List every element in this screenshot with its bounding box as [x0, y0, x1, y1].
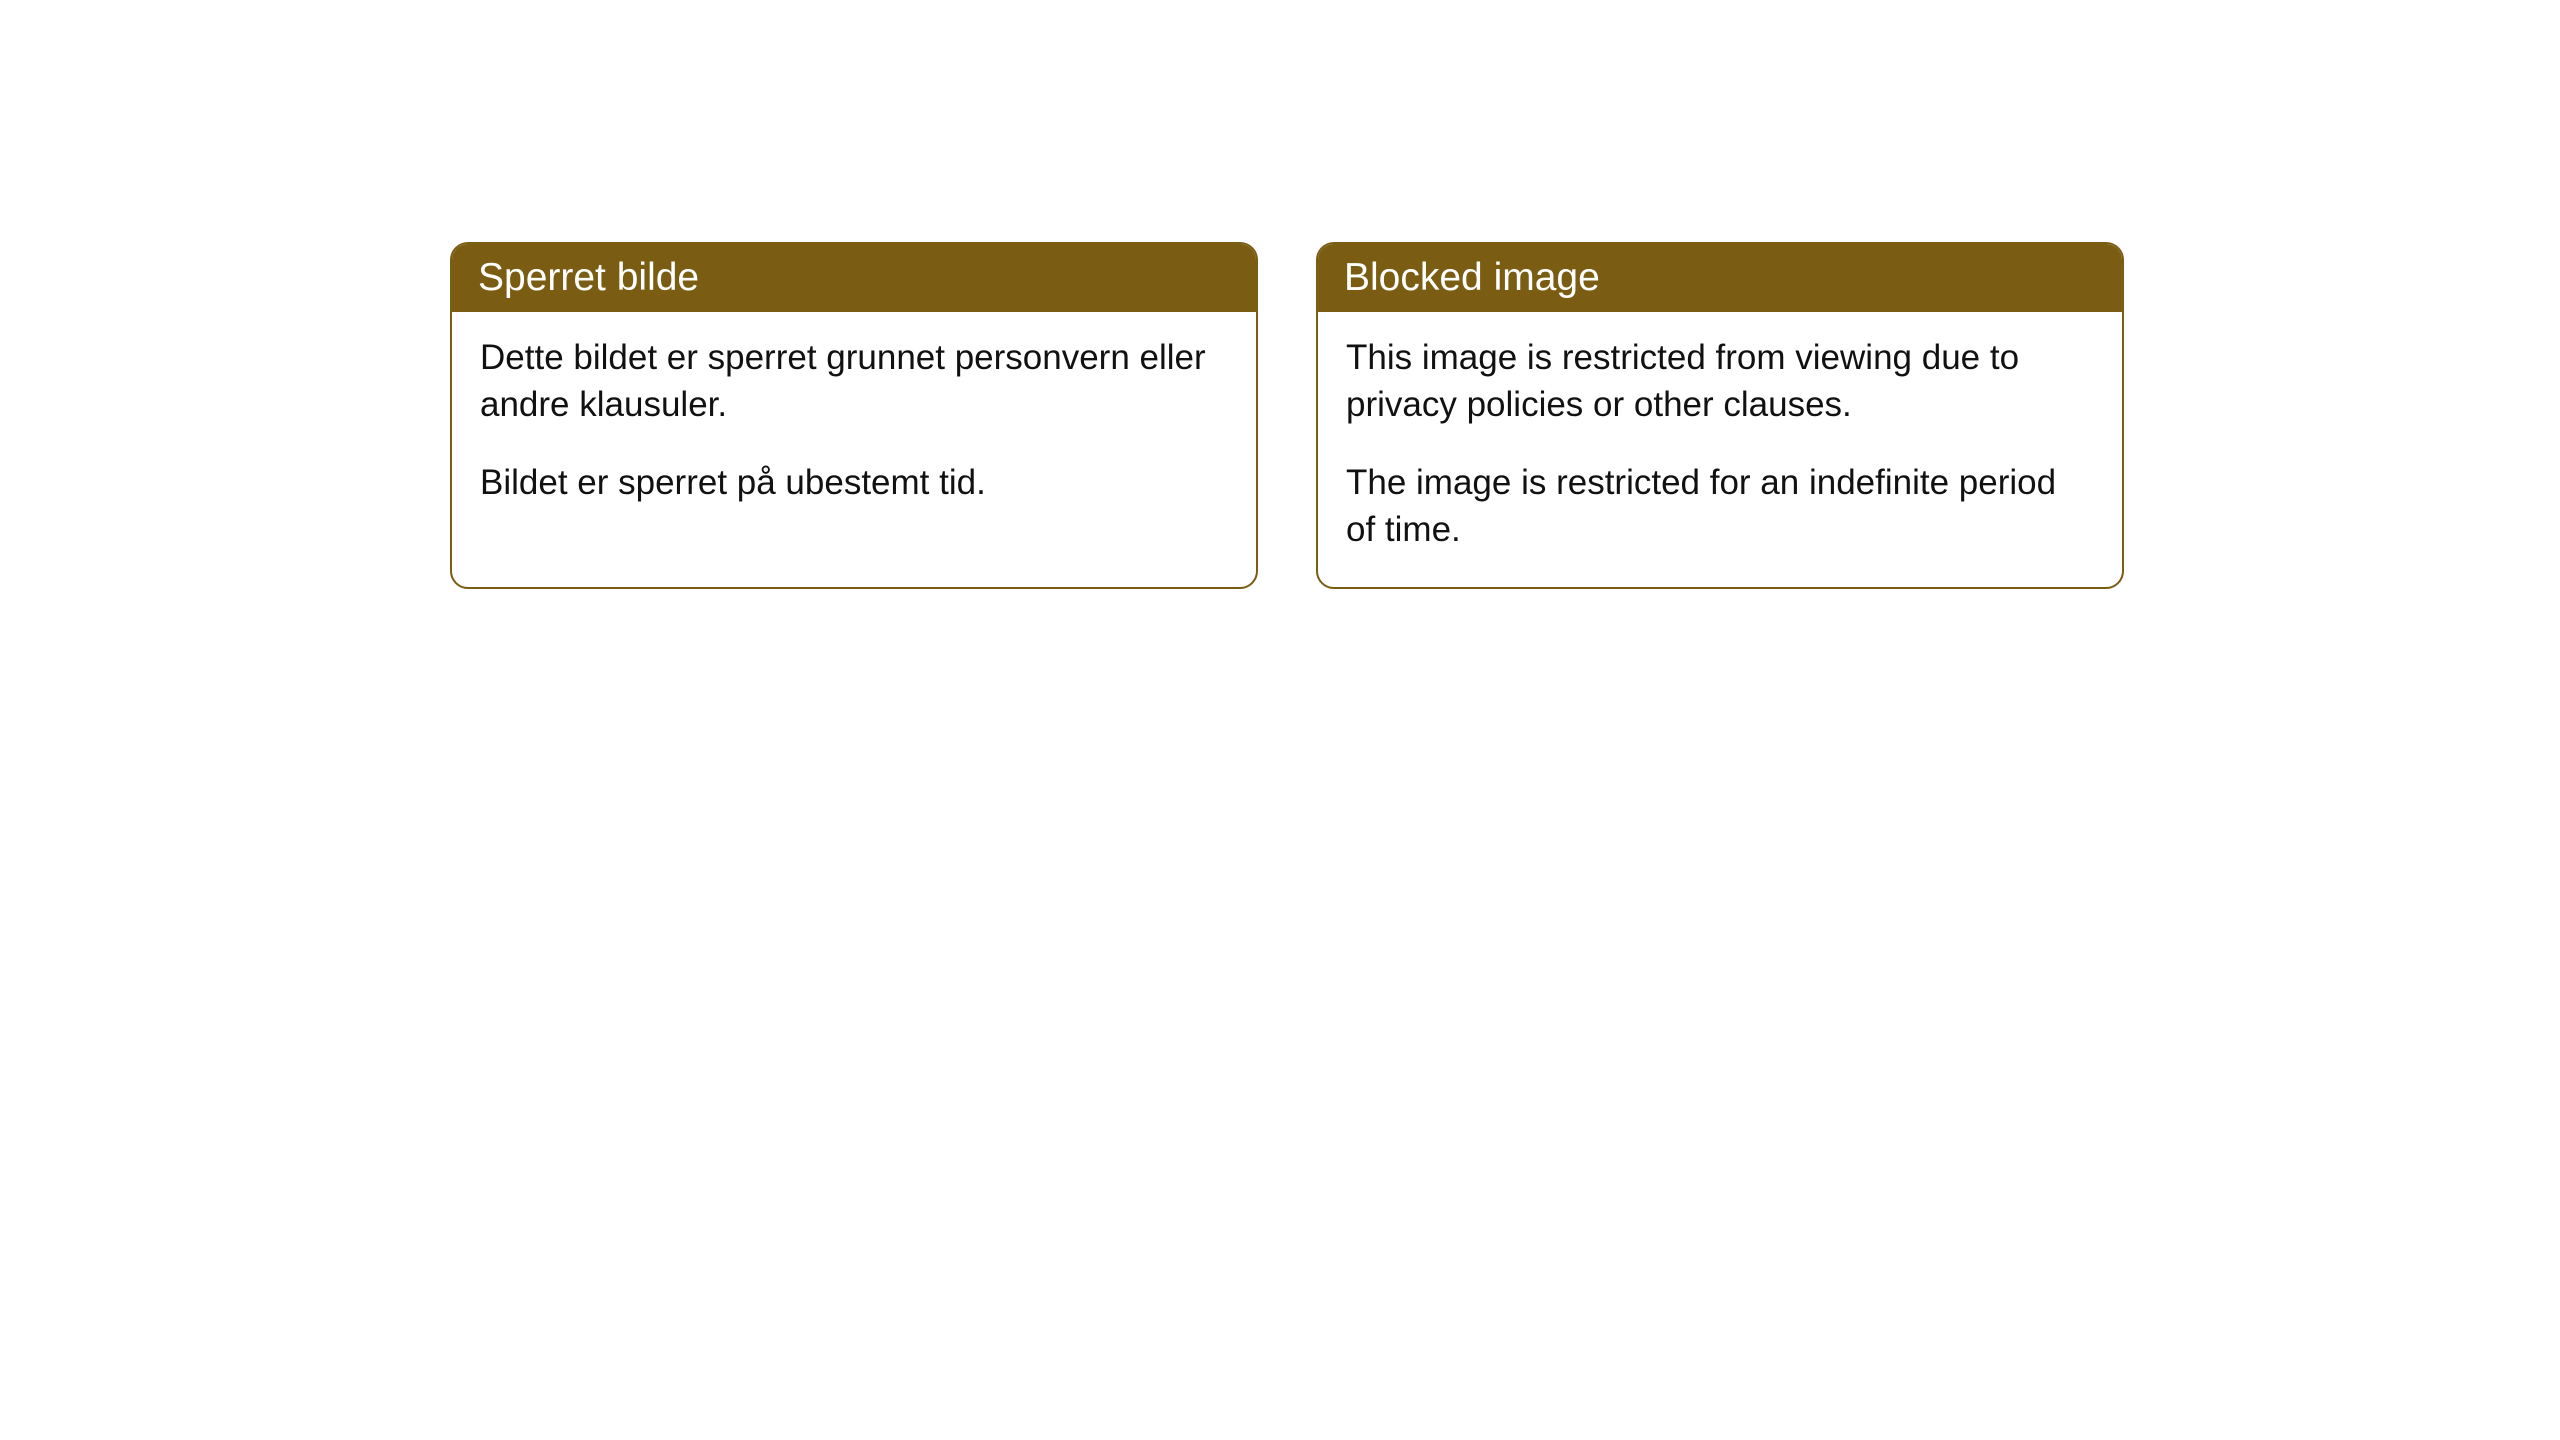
- card-body: This image is restricted from viewing du…: [1318, 312, 2122, 587]
- card-header: Sperret bilde: [452, 244, 1256, 312]
- notice-cards-container: Sperret bilde Dette bildet er sperret gr…: [450, 242, 2124, 589]
- card-header: Blocked image: [1318, 244, 2122, 312]
- card-paragraph: Bildet er sperret på ubestemt tid.: [480, 459, 1228, 506]
- blocked-image-card-norwegian: Sperret bilde Dette bildet er sperret gr…: [450, 242, 1258, 589]
- card-paragraph: The image is restricted for an indefinit…: [1346, 459, 2094, 554]
- card-body: Dette bildet er sperret grunnet personve…: [452, 312, 1256, 540]
- blocked-image-card-english: Blocked image This image is restricted f…: [1316, 242, 2124, 589]
- card-title: Blocked image: [1344, 256, 1600, 299]
- card-paragraph: This image is restricted from viewing du…: [1346, 334, 2094, 429]
- card-paragraph: Dette bildet er sperret grunnet personve…: [480, 334, 1228, 429]
- card-title: Sperret bilde: [478, 256, 699, 299]
